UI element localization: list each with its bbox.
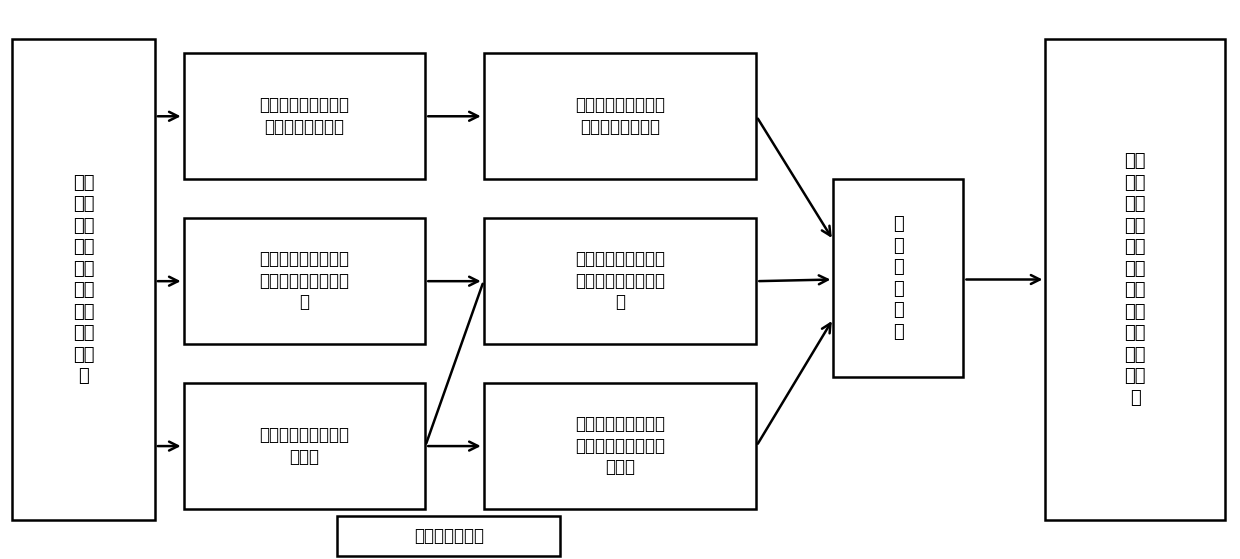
- FancyBboxPatch shape: [484, 218, 756, 344]
- FancyBboxPatch shape: [184, 218, 425, 344]
- Text: 电能
质量
多指
标导
致的
变压
器综
合能
耗定
量计
算结
果: 电能 质量 多指 标导 致的 变压 器综 合能 耗定 量计 算结 果: [1125, 152, 1146, 407]
- FancyBboxPatch shape: [484, 53, 756, 179]
- FancyBboxPatch shape: [833, 179, 963, 377]
- Text: 变压器低压侧三相负
载电流: 变压器低压侧三相负 载电流: [259, 426, 350, 466]
- Text: 三相不平衡度导致的
变压器能耗的定量计
算结果: 三相不平衡度导致的 变压器能耗的定量计 算结果: [575, 415, 665, 476]
- FancyBboxPatch shape: [484, 383, 756, 509]
- Text: 变压器低压侧三相电
压偏差和三相视在功
率: 变压器低压侧三相电 压偏差和三相视在功 率: [259, 250, 350, 311]
- Text: 电压偏差导致的变压
器能耗的定量计算结
果: 电压偏差导致的变压 器能耗的定量计算结 果: [575, 250, 665, 311]
- FancyBboxPatch shape: [1045, 39, 1225, 520]
- Text: 变压器标称参数: 变压器标称参数: [414, 527, 484, 545]
- FancyBboxPatch shape: [184, 383, 425, 509]
- Text: 权
重
计
算
方
法: 权 重 计 算 方 法: [893, 215, 904, 341]
- Text: 装变
在器
压压
低的
侧能
电量
质线
在测
监置
装: 装变 在器 压压 低的 侧能 电量 质线 在测 监置 装: [73, 174, 94, 385]
- Text: 变压器低压侧谐波电
压和谐波电流数据: 变压器低压侧谐波电 压和谐波电流数据: [259, 96, 350, 136]
- FancyBboxPatch shape: [337, 516, 560, 556]
- FancyBboxPatch shape: [12, 39, 155, 520]
- FancyBboxPatch shape: [184, 53, 425, 179]
- Text: 谐波导致的变压器能
耗的定量计算结果: 谐波导致的变压器能 耗的定量计算结果: [575, 96, 665, 136]
